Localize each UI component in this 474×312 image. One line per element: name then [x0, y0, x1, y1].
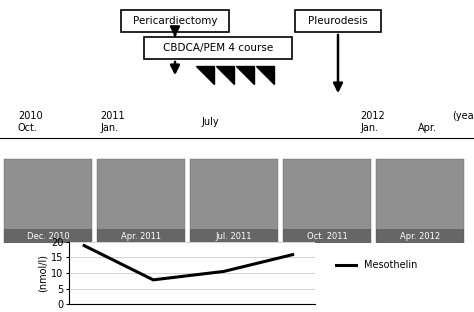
- Bar: [97, 229, 185, 243]
- Bar: [190, 159, 278, 243]
- Polygon shape: [196, 66, 214, 84]
- Bar: [283, 159, 371, 243]
- Y-axis label: (nmol/l): (nmol/l): [38, 254, 48, 292]
- Bar: [4, 229, 92, 243]
- Text: Apr. 2011: Apr. 2011: [121, 232, 161, 241]
- Text: Oct. 2011: Oct. 2011: [307, 232, 347, 241]
- Bar: [97, 159, 185, 243]
- Text: Jan.: Jan.: [100, 123, 118, 133]
- Text: Pericardiectomy: Pericardiectomy: [133, 16, 217, 26]
- Bar: [4, 159, 92, 243]
- Bar: [376, 159, 464, 243]
- Polygon shape: [236, 66, 254, 84]
- FancyBboxPatch shape: [144, 37, 292, 59]
- Text: Dec. 2010: Dec. 2010: [27, 232, 69, 241]
- Bar: [376, 229, 464, 243]
- Text: (year): (year): [452, 111, 474, 121]
- Text: 2012: 2012: [360, 111, 385, 121]
- Text: Jan.: Jan.: [360, 123, 378, 133]
- Text: Oct.: Oct.: [18, 123, 38, 133]
- Polygon shape: [216, 66, 234, 84]
- Text: 2011: 2011: [100, 111, 125, 121]
- Text: Apr. 2012: Apr. 2012: [400, 232, 440, 241]
- Bar: [190, 229, 278, 243]
- Text: CBDCA/PEM 4 course: CBDCA/PEM 4 course: [163, 43, 273, 53]
- FancyBboxPatch shape: [295, 10, 381, 32]
- Text: Apr.: Apr.: [418, 123, 437, 133]
- Bar: [283, 229, 371, 243]
- Text: 2010: 2010: [18, 111, 43, 121]
- Legend: Mesothelin: Mesothelin: [332, 256, 421, 274]
- Text: Jul. 2011: Jul. 2011: [216, 232, 252, 241]
- Text: Pleurodesis: Pleurodesis: [308, 16, 368, 26]
- Text: July: July: [201, 117, 219, 127]
- FancyBboxPatch shape: [121, 10, 229, 32]
- Polygon shape: [256, 66, 274, 84]
